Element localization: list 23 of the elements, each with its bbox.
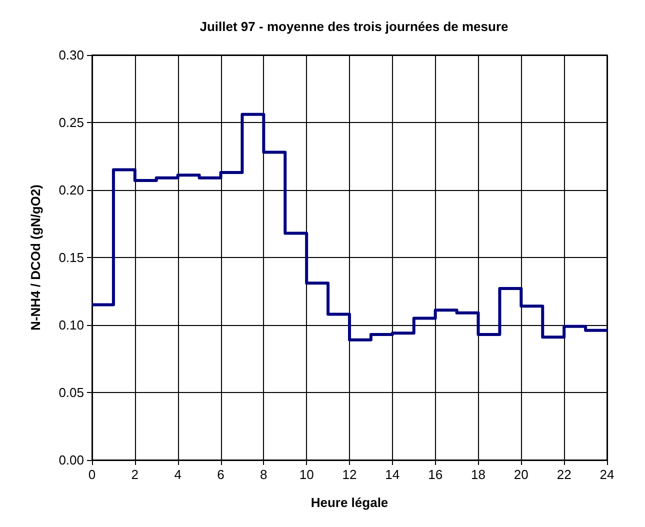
y-tick-label: 0.15: [58, 250, 84, 265]
x-tick-label: 12: [342, 467, 357, 482]
x-tick-label: 6: [217, 467, 224, 482]
x-tick-label: 16: [428, 467, 443, 482]
y-axis-title: N-NH4 / DCOd (gN/gO2): [28, 184, 43, 330]
x-tick-label: 2: [131, 467, 139, 482]
x-tick-label: 24: [600, 467, 614, 482]
x-tick-label: 0: [88, 467, 96, 482]
x-tick-label: 4: [174, 467, 182, 482]
y-tick-label: 0.25: [58, 115, 84, 130]
x-tick-label: 22: [556, 467, 572, 482]
x-tick-label: 14: [385, 467, 400, 482]
y-tick-label: 0.05: [58, 385, 84, 400]
x-tick-label: 18: [471, 467, 486, 482]
x-tick-label: 10: [299, 467, 314, 482]
y-tick-label: 0.10: [58, 318, 84, 332]
y-tick-label: 0.30: [58, 48, 84, 62]
x-tick-label: 8: [260, 467, 268, 482]
x-tick-label: 20: [514, 467, 528, 482]
chart-title: Juillet 97 - moyenne des trois journées de mesure: [200, 19, 508, 34]
y-tick-label: 0.20: [58, 182, 84, 198]
x-axis-title: Heure légale: [310, 495, 388, 510]
y-tick-label: 0.00: [58, 452, 84, 468]
